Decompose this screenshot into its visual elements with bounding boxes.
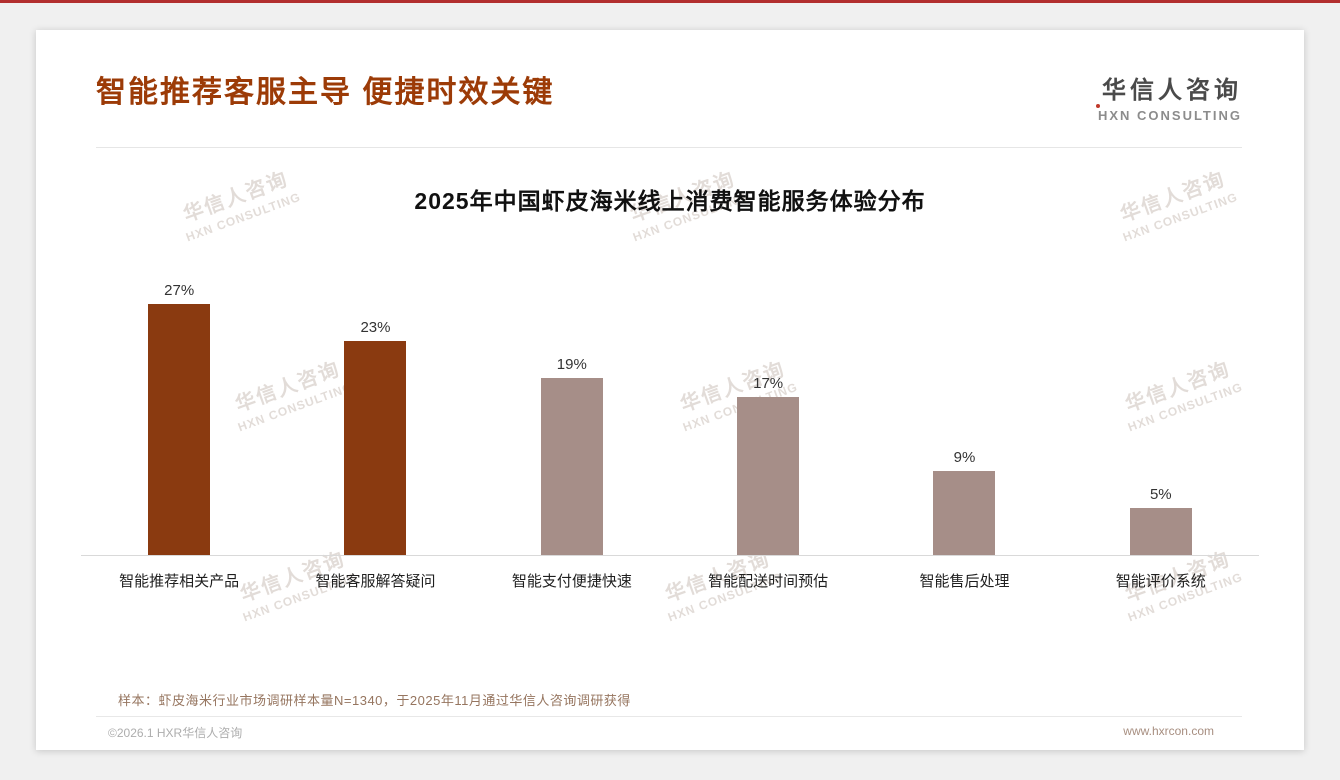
content-card: 华信人咨询 HXN CONSULTING 华信人咨询 HXN CONSULTING 华信… <box>36 30 1304 750</box>
bar-column: 5% <box>1063 486 1259 555</box>
bar-value-label: 19% <box>556 356 587 373</box>
category-label: 智能支付便捷快速 <box>511 573 632 590</box>
logo-accent-dot <box>1095 104 1100 108</box>
bar-column: 9% <box>866 449 1062 555</box>
chart-title: 2025年中国虾皮海米线上消费智能服务体验分布 <box>414 188 926 214</box>
category-label: 智能配送时间预估 <box>708 573 829 590</box>
bar-column: 19% <box>474 356 670 555</box>
page-title: 智能推荐客服主导 便捷时效关键 <box>96 76 555 109</box>
bar-chart: 27% 23% 19% 17% 9% 5% <box>81 282 1259 556</box>
website-link[interactable]: www.hxrcon.com <box>1123 724 1214 738</box>
company-logo: 华信人咨询 HXN CONSULTING <box>1095 70 1242 123</box>
copyright-text: ©2026.1 HXR华信人咨询 <box>108 726 243 740</box>
bar-column: 27% <box>81 282 277 555</box>
bar-value-label: 27% <box>164 282 195 299</box>
bar <box>540 378 603 555</box>
category-label: 智能推荐相关产品 <box>119 573 240 590</box>
bar-value-label: 5% <box>1149 486 1172 503</box>
top-accent-strip <box>0 0 1340 3</box>
bar-value-label: 23% <box>360 319 391 336</box>
logo-english-text: HXN CONSULTING <box>1095 104 1242 123</box>
x-axis-line <box>81 555 1259 556</box>
bar-column: 23% <box>277 319 473 555</box>
bar <box>737 397 800 555</box>
logo-english-label: HXN CONSULTING <box>1097 108 1242 123</box>
bar <box>148 304 211 555</box>
bar-column: 17% <box>670 375 866 555</box>
bar-value-label: 9% <box>953 449 976 466</box>
footer: ©2026.1 HXR华信人咨询 www.hxrcon.com <box>108 724 1214 741</box>
header: 智能推荐客服主导 便捷时效关键 华信人咨询 HXN CONSULTING <box>96 70 1242 148</box>
bar-value-label: 17% <box>753 375 784 392</box>
sample-footnote: 样本：虾皮海米行业市场调研样本量N=1340，于2025年11月通过华信人咨询调… <box>118 693 631 708</box>
bars-area: 27% 23% 19% 17% 9% 5% <box>81 282 1259 555</box>
category-labels-row: 智能推荐相关产品 智能客服解答疑问 智能支付便捷快速 智能配送时间预估 智能售后处理 智能… <box>81 570 1259 591</box>
logo-chinese-text: 华信人咨询 <box>1102 77 1242 104</box>
category-label: 智能售后处理 <box>919 573 1010 590</box>
footer-divider <box>96 716 1242 717</box>
bar <box>1129 508 1192 555</box>
category-label: 智能客服解答疑问 <box>315 573 436 590</box>
category-label: 智能评价系统 <box>1115 573 1206 590</box>
bar <box>344 341 407 555</box>
bar <box>933 471 996 555</box>
